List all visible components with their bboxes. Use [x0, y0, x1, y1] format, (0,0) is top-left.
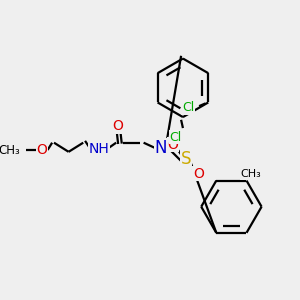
Text: CH₃: CH₃	[241, 169, 261, 179]
Text: CH₃: CH₃	[0, 143, 20, 157]
Text: O: O	[193, 167, 204, 181]
Text: O: O	[112, 119, 123, 133]
Text: O: O	[37, 143, 47, 157]
Text: S: S	[180, 150, 191, 168]
Text: N: N	[155, 139, 167, 157]
Text: O: O	[167, 137, 178, 152]
Text: Cl: Cl	[182, 101, 194, 114]
Text: Cl: Cl	[169, 131, 182, 144]
Text: NH: NH	[88, 142, 109, 156]
